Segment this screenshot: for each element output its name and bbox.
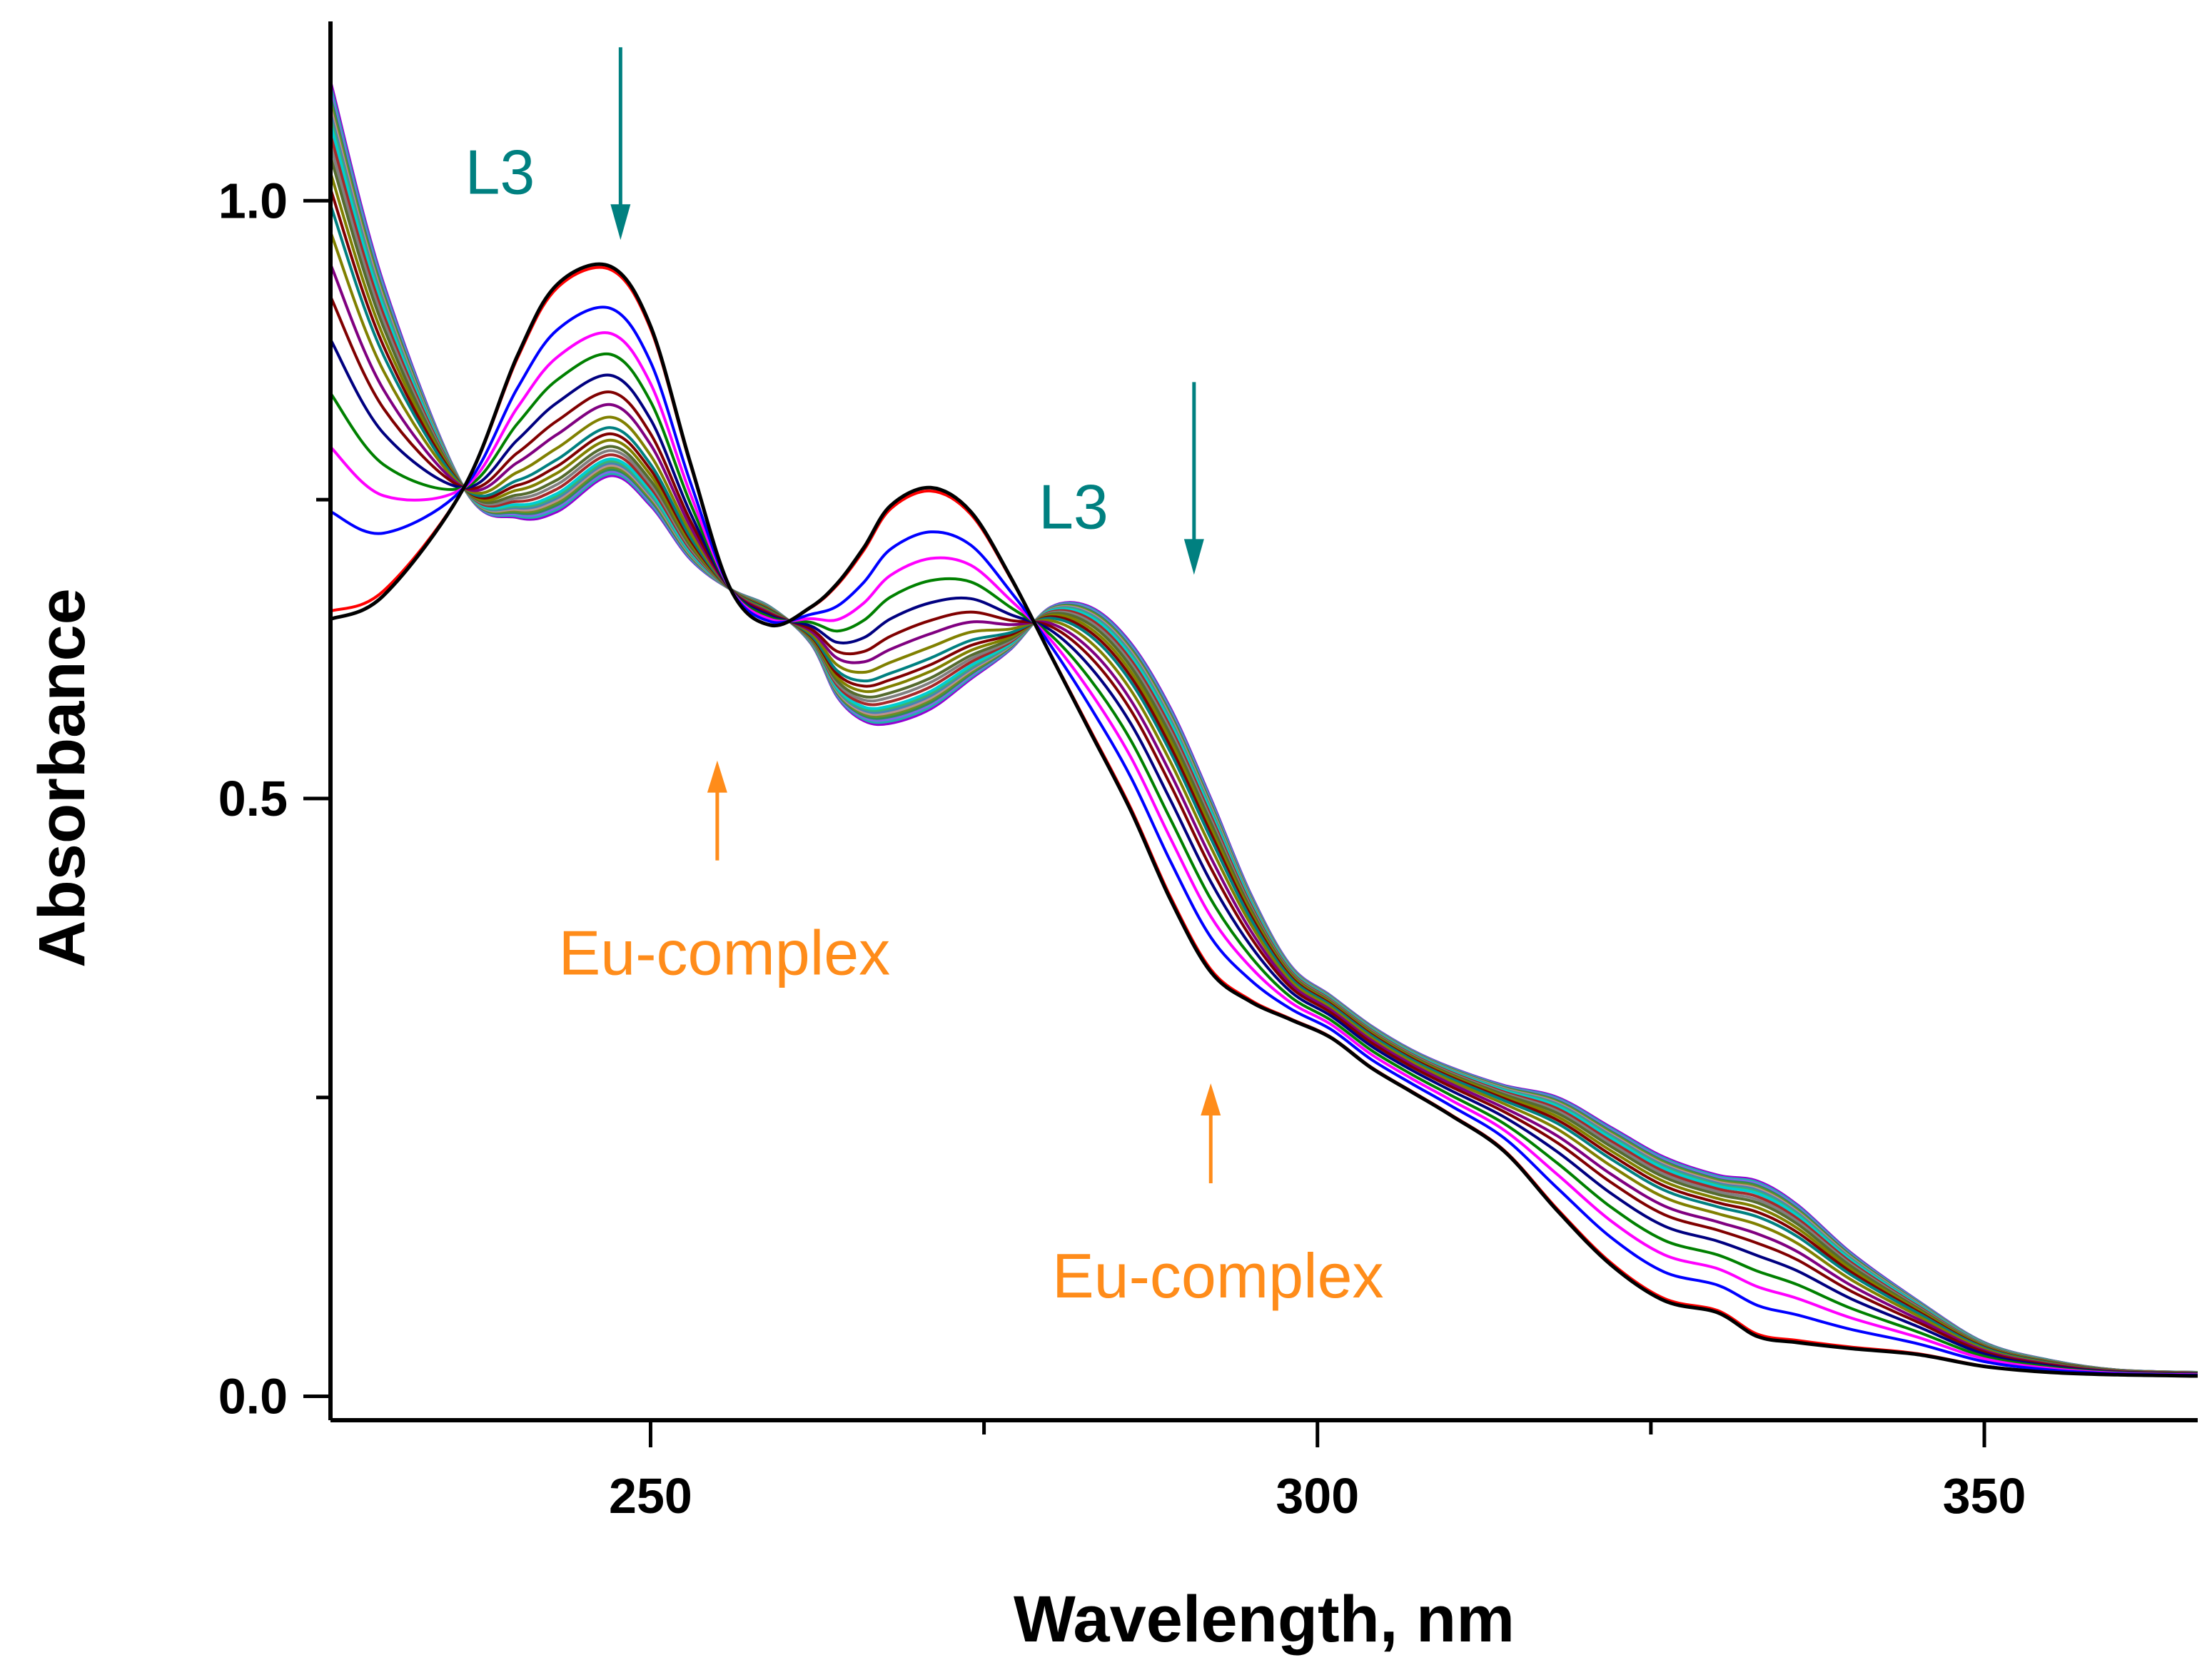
- spectrum-line: [330, 305, 2198, 1377]
- spectrum-line: [330, 86, 2198, 1374]
- spectrum-line: [330, 204, 2198, 1375]
- annotation: L3: [1039, 382, 1204, 575]
- spectrum-line: [330, 352, 2198, 1376]
- x-tick-label: 300: [1276, 1468, 1359, 1524]
- annotation: L3: [465, 47, 631, 241]
- arrow-up-icon: [1201, 1083, 1221, 1115]
- series-layer: [330, 81, 2198, 1378]
- y-tick-label: 0.5: [218, 771, 288, 826]
- y-tick-label: 1.0: [218, 173, 288, 228]
- spectrum-line: [330, 107, 2198, 1375]
- spectrum-line: [330, 91, 2198, 1375]
- spectrum-line: [330, 96, 2198, 1375]
- spectrum-line: [330, 145, 2198, 1375]
- ticks: 250 300 350 0.0 0.5 1.0: [218, 173, 2026, 1524]
- arrow-down-icon: [1183, 539, 1204, 575]
- x-tick-label: 350: [1943, 1468, 2026, 1524]
- spectrum-line: [330, 156, 2198, 1375]
- spectrum-line: [330, 102, 2198, 1375]
- spectrum-line: [330, 123, 2198, 1375]
- y-tick-label: 0.0: [218, 1368, 288, 1424]
- y-axis-title: Absorbance: [26, 588, 99, 968]
- annotation-label: L3: [1039, 471, 1108, 542]
- spectrum-line: [330, 172, 2198, 1375]
- annotation-label: Eu-complex: [1052, 1240, 1384, 1311]
- spectrum-line: [330, 338, 2198, 1376]
- annotation: Eu-complex: [1052, 1083, 1384, 1311]
- annotation: Eu-complex: [559, 760, 891, 988]
- spectrum-line: [330, 188, 2198, 1375]
- arrow-up-icon: [707, 760, 727, 793]
- spectrum-line: [330, 81, 2198, 1374]
- spectrum-line: [330, 295, 2198, 1375]
- spectrum-line: [330, 331, 2198, 1377]
- annotation-label: Eu-complex: [559, 918, 891, 988]
- x-axis-title: Wavelength, nm: [1014, 1583, 1515, 1656]
- arrow-down-icon: [610, 204, 631, 241]
- spectrum-line: [330, 263, 2198, 1375]
- x-tick-label: 250: [609, 1468, 692, 1524]
- annotations: L3 L3 Eu-complex Eu-complex: [465, 47, 1384, 1311]
- spectrum-line: [330, 134, 2198, 1375]
- annotation-label: L3: [465, 136, 535, 207]
- spectrum-line: [330, 231, 2198, 1375]
- spectrum-line: [330, 262, 2198, 1378]
- axes: [328, 21, 2198, 1422]
- spectrum-line: [330, 113, 2198, 1375]
